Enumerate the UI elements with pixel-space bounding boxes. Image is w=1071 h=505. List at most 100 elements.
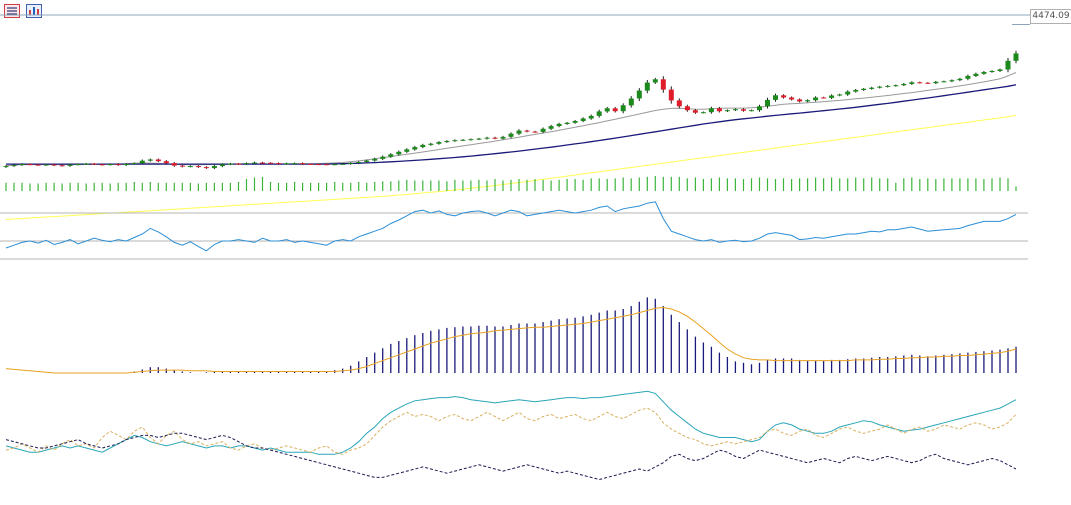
bull-candle <box>981 72 987 74</box>
bull-candle <box>588 115 594 119</box>
bull-candle <box>412 147 418 150</box>
bull-candle <box>292 163 298 165</box>
bull-candle <box>997 69 1003 71</box>
bull-candle <box>1013 53 1019 61</box>
bull-candle <box>644 82 650 91</box>
bull-candle <box>580 118 586 121</box>
bull-candle <box>973 73 979 76</box>
bull-candle <box>989 71 995 72</box>
bull-candle <box>548 126 554 129</box>
bull-candle <box>909 82 915 84</box>
bull-candle <box>75 164 81 166</box>
bull-candle <box>508 133 514 137</box>
bull-candle <box>83 163 89 165</box>
bull-candle <box>244 163 249 165</box>
bear-candle <box>781 95 787 98</box>
bull-candle <box>396 151 402 155</box>
bull-candle <box>211 166 217 169</box>
bull-candle <box>219 164 225 167</box>
bull-candle <box>853 90 859 92</box>
bear-candle <box>171 163 177 166</box>
bull-candle <box>444 141 450 143</box>
bull-candle <box>468 139 474 141</box>
bull-candle <box>252 162 257 164</box>
bull-candle <box>420 144 426 148</box>
ma-fast-line <box>5 72 1017 167</box>
bull-candle <box>837 94 843 96</box>
bear-candle <box>308 163 314 165</box>
bull-candle <box>941 81 947 83</box>
bear-candle <box>179 165 185 167</box>
bull-candle <box>19 164 25 166</box>
bull-candle <box>877 86 883 88</box>
bull-candle <box>893 85 899 87</box>
bear-candle <box>268 162 273 164</box>
macd-signal-line <box>5 306 1017 374</box>
bear-candle <box>741 109 746 111</box>
bear-candle <box>236 163 241 165</box>
bull-candle <box>356 162 362 163</box>
bull-candle <box>1005 60 1011 70</box>
bull-candle <box>131 163 137 165</box>
bull-candle <box>885 85 891 87</box>
bull-candle <box>572 121 578 123</box>
bull-candle <box>933 81 939 84</box>
bear-candle <box>91 163 97 165</box>
bull-candle <box>813 97 819 101</box>
list-icon[interactable] <box>4 4 20 18</box>
bull-candle <box>147 159 153 161</box>
bear-candle <box>115 164 121 166</box>
bear-candle <box>51 164 57 166</box>
bull-candle <box>564 122 570 124</box>
bear-candle <box>716 108 722 112</box>
bear-candle <box>925 82 931 84</box>
bear-candle <box>316 164 322 166</box>
bull-candle <box>476 138 482 140</box>
bull-candle <box>43 164 49 166</box>
bull-candle <box>107 164 113 166</box>
bull-candle <box>372 158 378 161</box>
bull-candle <box>829 95 835 98</box>
bull-candle <box>700 112 706 114</box>
bear-candle <box>155 159 161 162</box>
bear-candle <box>532 131 538 133</box>
bear-candle <box>276 163 282 165</box>
bull-candle <box>364 160 370 162</box>
bull-candle <box>500 136 506 139</box>
bull-candle <box>67 164 73 166</box>
current-price-label: 4474.09 <box>1030 9 1071 24</box>
bull-candle <box>845 91 851 95</box>
bull-candle <box>957 78 963 81</box>
bear-candle <box>195 166 201 168</box>
chart-settings-icon[interactable] <box>26 4 42 18</box>
bull-candle <box>428 143 434 145</box>
bull-candle <box>348 162 354 164</box>
bull-candle <box>965 75 971 79</box>
bull-candle <box>228 163 233 165</box>
bull-candle <box>620 105 626 112</box>
bull-candle <box>773 95 778 100</box>
stoch-d-line <box>5 407 1017 455</box>
bull-candle <box>11 165 17 167</box>
stoch-dark-line <box>5 432 1017 481</box>
bear-candle <box>821 97 827 99</box>
bull-candle <box>516 130 522 134</box>
bull-candle <box>340 163 346 165</box>
bear-candle <box>492 137 498 139</box>
bull-candle <box>139 160 145 164</box>
bear-candle <box>35 164 41 166</box>
bear-candle <box>676 100 682 107</box>
bear-candle <box>163 161 169 164</box>
bull-candle <box>805 100 811 102</box>
bull-candle <box>556 123 562 127</box>
bull-candle <box>628 98 634 106</box>
bull-candle <box>749 110 754 112</box>
bull-candle <box>404 149 410 152</box>
bear-candle <box>324 164 330 166</box>
rsi-line <box>5 201 1017 252</box>
bull-candle <box>636 90 642 99</box>
bear-candle <box>612 108 618 112</box>
bull-candle <box>484 137 490 139</box>
bull-candle <box>869 87 875 89</box>
